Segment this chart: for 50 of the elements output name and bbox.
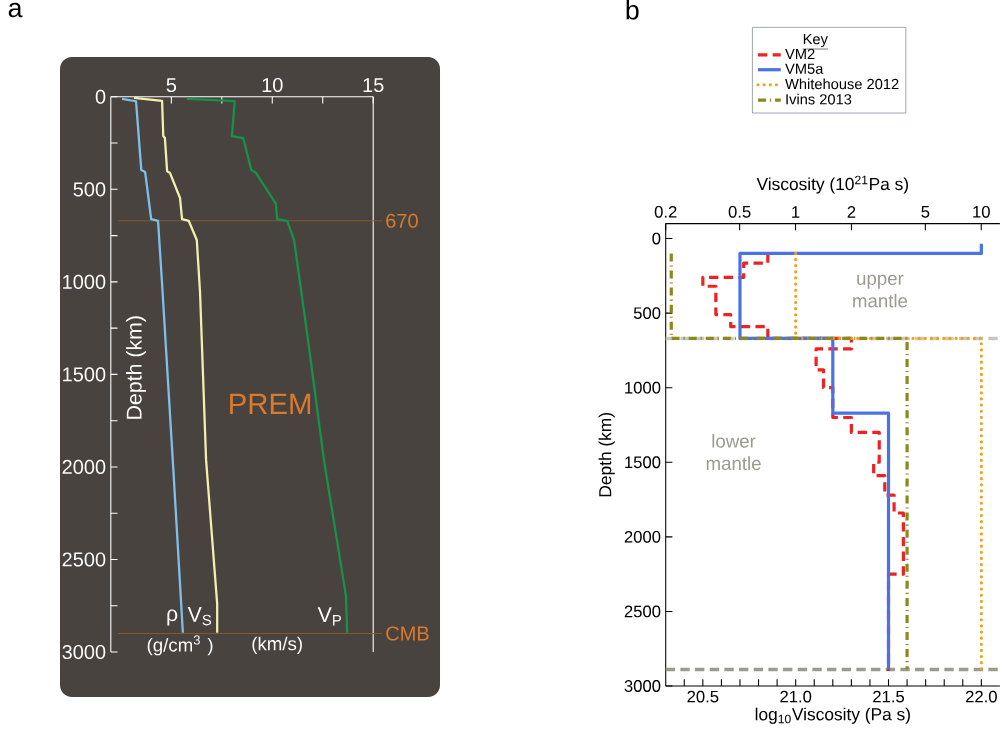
x-tick-label: 10	[262, 77, 283, 93]
annotation: lower mantle	[706, 433, 761, 471]
y-tick-label: 500	[73, 182, 106, 197]
y-axis-title: Depth (km)	[126, 316, 146, 419]
y-tick-label: 500	[633, 307, 661, 319]
x-tick-label: 21.0	[780, 690, 812, 703]
series-label: V$_{S}$	[187, 607, 212, 626]
y-tick-label: 3000	[624, 680, 661, 692]
x-tick-label: 5	[166, 78, 177, 93]
annotation: PREM	[230, 393, 311, 414]
series-label: ρ	[167, 609, 178, 626]
line-series	[185, 97, 349, 634]
x-tick-label: 15	[363, 78, 384, 93]
x-tick-label: 20.5	[687, 690, 719, 703]
y-tick-label: 1000	[63, 274, 106, 289]
annotation: (km/s)	[252, 636, 302, 655]
y-tick-label: 0	[95, 89, 106, 104]
legend-label: Ivins 2013	[786, 93, 852, 105]
x2-tick-label: 0.2	[654, 205, 677, 218]
x2-tick-label: 2	[847, 206, 856, 218]
y-tick-label: 1500	[63, 367, 106, 382]
x2-axis-title: Viscosity (10$^{21}$Pa s)	[756, 175, 908, 194]
x-tick-label: 21.5	[873, 690, 905, 703]
line-series	[120, 97, 184, 634]
x2-tick-label: 5	[921, 206, 930, 218]
legend-label: VM5a	[785, 63, 824, 74]
x-axis-title: log$_{10}$Viscosity (Pa s)	[755, 707, 910, 724]
x-tick-label: 22.0	[965, 690, 997, 703]
ref-line-label: CMB	[386, 626, 429, 641]
ref-line-label: 670	[386, 213, 418, 228]
chart-title: b	[626, 0, 639, 20]
x2-tick-label: 10	[973, 205, 990, 218]
y-tick-label: 2500	[62, 552, 106, 567]
y-tick-label: 3000	[62, 644, 106, 660]
y-tick-label: 0	[652, 232, 661, 245]
chart-title: a	[8, 2, 23, 18]
x2-tick-label: 0.5	[728, 205, 751, 218]
legend-label: Whitehouse 2012	[785, 78, 899, 90]
y-tick-label: 2000	[62, 459, 106, 475]
annotation: (g/cm$^{3}$ )	[147, 635, 213, 656]
x2-tick-label: 1	[792, 206, 800, 218]
legend-title: Key	[803, 34, 828, 48]
y-axis-title: Depth (km)	[598, 413, 615, 497]
y-tick-label: 2000	[624, 530, 661, 543]
annotation: upper mantle	[853, 274, 908, 308]
y-tick-label: 1000	[625, 381, 661, 394]
legend-label: VM2	[785, 48, 815, 60]
series-label: V$_{P}$	[317, 607, 342, 626]
y-tick-label: 1500	[625, 456, 661, 469]
y-tick-label: 2500	[624, 605, 661, 618]
